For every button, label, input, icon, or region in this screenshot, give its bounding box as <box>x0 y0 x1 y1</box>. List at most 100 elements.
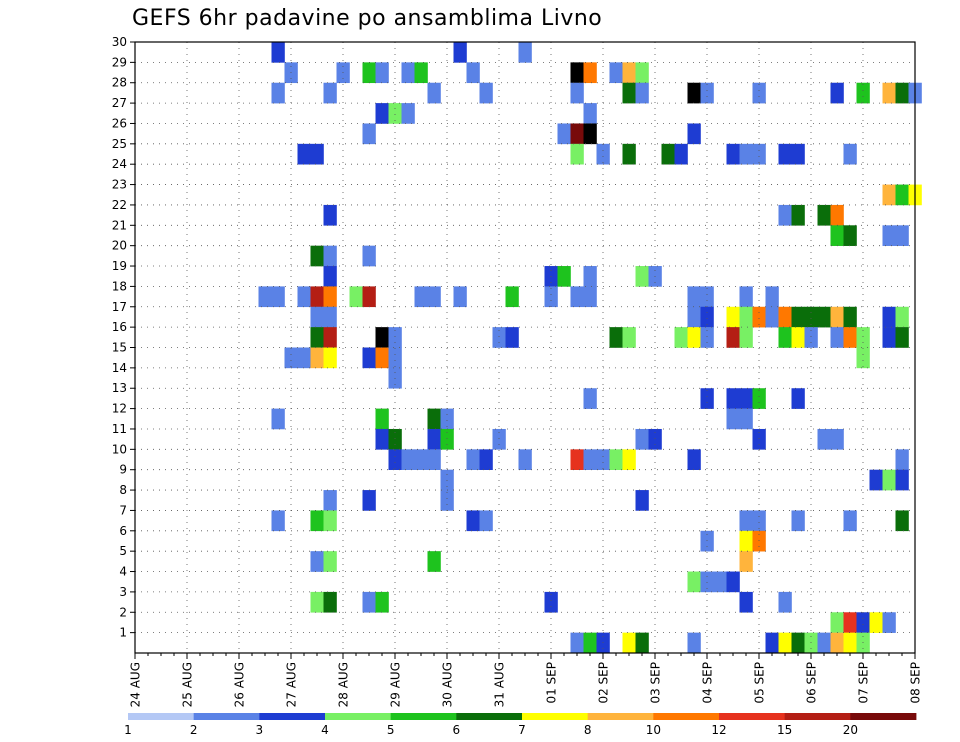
heatmap-cell <box>635 490 649 511</box>
heatmap-cell <box>323 347 337 369</box>
x-tick-label: 31 AUG <box>493 662 507 707</box>
heatmap-cell <box>830 327 844 348</box>
heatmap-cell <box>557 266 571 287</box>
heatmap-cell <box>297 347 311 369</box>
colorbar-label: 5 <box>387 723 395 737</box>
heatmap-cell <box>440 408 454 430</box>
heatmap-cell <box>609 449 623 470</box>
heatmap-cell <box>843 225 857 246</box>
heatmap-cell <box>791 327 805 348</box>
heatmap-cell <box>765 286 779 308</box>
x-tick-label: 24 AUG <box>129 662 143 707</box>
heatmap-cell <box>687 306 701 328</box>
heatmap-cell <box>700 286 714 308</box>
y-tick-label: 13 <box>112 381 127 395</box>
colorbar-label: 3 <box>256 723 264 737</box>
heatmap-cell <box>609 327 623 348</box>
y-tick-label: 11 <box>112 422 127 436</box>
heatmap-cell <box>453 42 467 63</box>
heatmap-cell <box>570 143 584 165</box>
heatmap-cell <box>752 82 766 104</box>
heatmap-cell <box>622 327 636 348</box>
heatmap-cell <box>739 408 753 430</box>
heatmap-cell <box>622 82 636 104</box>
heatmap-cell <box>297 286 311 308</box>
heatmap-cell <box>583 266 597 287</box>
x-tick-label: 06 SEP <box>805 662 819 704</box>
heatmap-cell <box>804 306 818 328</box>
heatmap-cell <box>882 82 896 104</box>
colorbar-swatch <box>128 713 195 720</box>
colorbar-label: 10 <box>646 723 661 737</box>
heatmap-cell <box>843 143 857 165</box>
heatmap-cell <box>466 449 480 470</box>
heatmap-cell <box>479 82 493 104</box>
heatmap-cell <box>726 306 740 328</box>
heatmap-cell <box>323 327 337 348</box>
heatmap-cell <box>323 266 337 287</box>
y-tick-label: 23 <box>112 178 127 192</box>
heatmap-cell <box>297 143 311 165</box>
heatmap-cell <box>635 82 649 104</box>
heatmap-cell <box>453 286 467 308</box>
heatmap-cell <box>323 82 337 104</box>
heatmap-cell <box>570 449 584 470</box>
heatmap-cell <box>791 204 805 226</box>
heatmap-cell <box>492 428 506 450</box>
heatmap-cell <box>401 62 415 84</box>
heatmap-cell <box>310 286 324 308</box>
heatmap-cell <box>856 347 870 369</box>
heatmap-cell <box>726 571 740 593</box>
heatmap-cell <box>700 327 714 348</box>
heatmap-cell <box>830 82 844 104</box>
heatmap-cell <box>882 612 896 633</box>
heatmap-cell <box>323 204 337 226</box>
heatmap-cell <box>271 42 285 63</box>
heatmap-cell <box>427 82 441 104</box>
heatmap-cell <box>882 469 896 491</box>
x-tick-label: 29 AUG <box>389 662 403 707</box>
heatmap-cell <box>817 428 831 450</box>
heatmap-cell <box>778 591 792 613</box>
heatmap-cell <box>765 306 779 328</box>
heatmap-cell <box>830 306 844 328</box>
x-axis: 24 AUG 25 AUG 26 AUG 27 AUG 28 AUG 29 AUG 30 A… <box>129 653 923 707</box>
heatmap-cell <box>414 62 428 84</box>
heatmap-cell <box>635 62 649 84</box>
grid-lines <box>135 42 915 653</box>
heatmap-cell <box>739 551 753 572</box>
heatmap-cell <box>687 123 701 145</box>
heatmap-cell <box>414 286 428 308</box>
heatmap-cell <box>895 82 909 104</box>
x-tick-label: 08 SEP <box>909 662 923 704</box>
heatmap-cell <box>843 327 857 348</box>
heatmap-cell <box>440 428 454 450</box>
y-tick-label: 10 <box>112 442 127 456</box>
heatmap-cell <box>713 571 727 593</box>
heatmap-cell <box>388 327 402 348</box>
heatmap-cell <box>362 123 376 145</box>
heatmap-cell <box>492 327 506 348</box>
heatmap-cell <box>895 469 909 491</box>
heatmap-cell <box>882 327 896 348</box>
heatmap-cell <box>752 143 766 165</box>
y-tick-label: 15 <box>112 341 127 355</box>
heatmap-cell <box>726 143 740 165</box>
heatmap-cell <box>765 632 779 654</box>
heatmap-cell <box>830 612 844 633</box>
heatmap-cell <box>622 632 636 654</box>
heatmap-cell <box>700 82 714 104</box>
heatmap-cell <box>271 408 285 430</box>
heatmap-cell <box>518 42 532 63</box>
heatmap-cell <box>440 490 454 511</box>
colorbar-label: 15 <box>777 723 792 737</box>
heatmap-cell <box>687 82 701 104</box>
heatmap-cell <box>388 428 402 450</box>
colorbar-swatch <box>719 713 786 720</box>
heatmap-cell <box>479 510 493 532</box>
heatmap-cell <box>323 490 337 511</box>
heatmap-cell <box>648 428 662 450</box>
colorbar-legend: 1 2 3 4 5 6 7 8 10 12 15 20 <box>124 713 917 737</box>
x-tick-label: 27 AUG <box>285 662 299 707</box>
